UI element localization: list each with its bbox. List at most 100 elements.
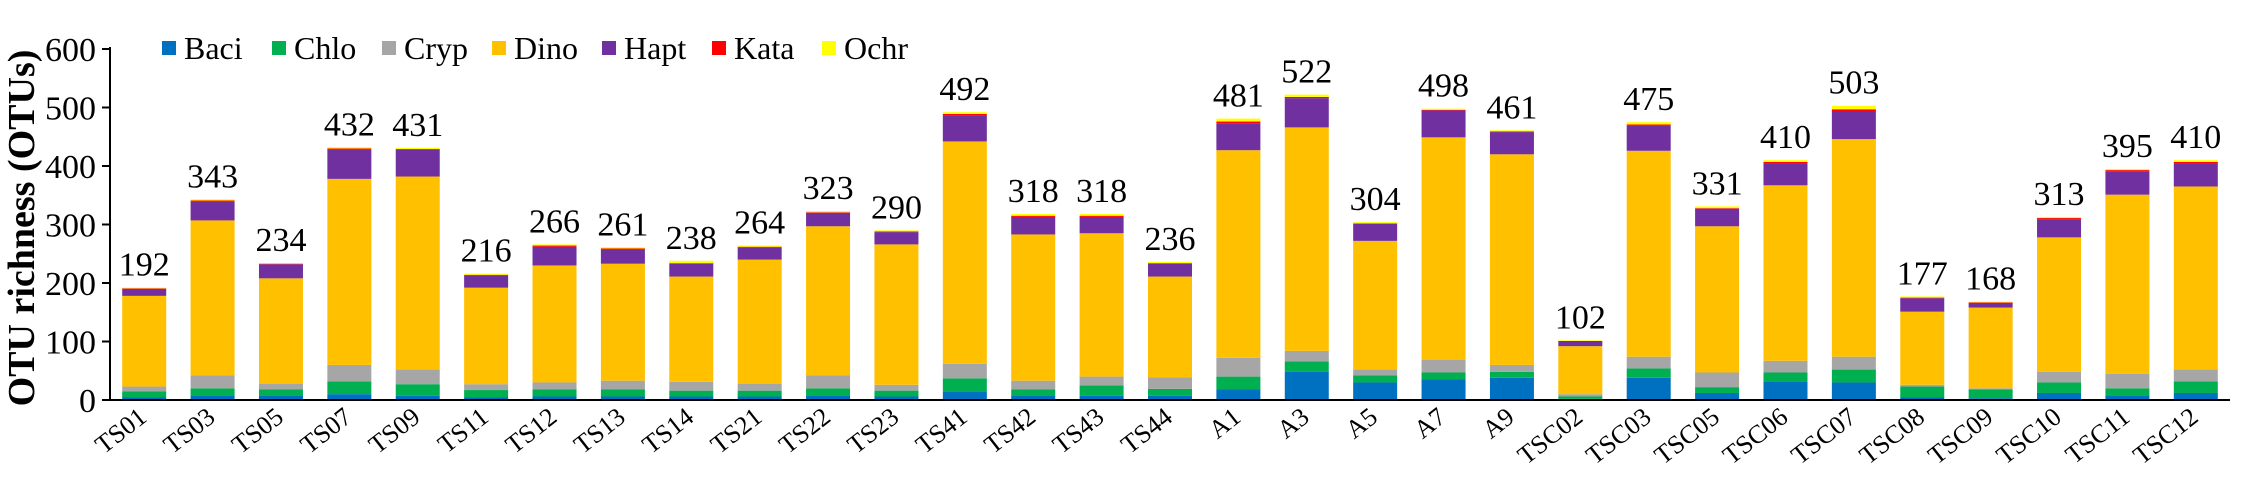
- bar-segment: [1558, 340, 1603, 342]
- y-axis-ticks: 0 100 200 300 400 500 600: [45, 32, 110, 420]
- bar-segment: [532, 396, 577, 400]
- bar-stack: [737, 245, 782, 400]
- x-tick-label: TS44: [1115, 402, 1177, 460]
- x-tick-label: TSC05: [1649, 402, 1725, 470]
- bar-segment: [1968, 388, 2013, 390]
- x-tick-label: TSC11: [2060, 402, 2135, 470]
- bar-segment: [1148, 276, 1192, 378]
- bar-segment: [1011, 395, 1056, 400]
- bar-segment: [737, 246, 782, 248]
- bar-segment: [1353, 223, 1398, 224]
- y-tick-label: 0: [79, 383, 96, 420]
- bar-segment: [1626, 122, 1671, 125]
- bar-segment: [600, 248, 645, 250]
- total-label: 410: [2170, 119, 2221, 156]
- bar-segment: [1763, 372, 1808, 382]
- total-label: 343: [187, 158, 238, 195]
- bar-segment: [1831, 382, 1876, 400]
- bar-stack: [942, 112, 987, 400]
- bar-segment: [1011, 216, 1056, 235]
- bar-segment: [327, 394, 372, 400]
- legend-swatch: [382, 41, 396, 55]
- bar-segment: [1421, 110, 1466, 138]
- bar-segment: [395, 176, 440, 370]
- legend-swatch: [492, 41, 506, 55]
- x-tick-label: TS09: [363, 402, 425, 460]
- bar-segment: [1695, 387, 1740, 393]
- bar-stack: [1421, 108, 1466, 400]
- legend-swatch: [822, 41, 836, 55]
- bar-segment: [1421, 372, 1466, 380]
- bar-segment: [532, 265, 577, 383]
- bar-segment: [2037, 218, 2082, 220]
- total-label: 522: [1281, 54, 1332, 91]
- bar-stack: [395, 147, 440, 400]
- bar-segment: [1079, 216, 1124, 234]
- bar-stack: [258, 263, 303, 400]
- x-tick-label: TS21: [705, 402, 767, 460]
- bar-stack: [1968, 301, 2013, 400]
- bar-segment: [327, 148, 372, 150]
- bar-segment: [669, 263, 714, 277]
- bar-segment: [1558, 341, 1603, 347]
- x-tick-label: TSC02: [1512, 402, 1588, 470]
- bar-segment: [1900, 384, 1945, 387]
- bar-stack: [669, 260, 714, 400]
- legend-label: Dino: [514, 30, 578, 66]
- bar-segment: [464, 384, 509, 391]
- x-tick-label: TSC07: [1786, 402, 1862, 470]
- bar-segment: [942, 112, 987, 114]
- total-label: 475: [1623, 81, 1674, 118]
- bar-segment: [1489, 371, 1534, 378]
- y-tick-label: 200: [45, 266, 96, 303]
- total-label: 234: [255, 222, 306, 259]
- bar-stack: [1148, 261, 1192, 400]
- x-tick-label: TS13: [568, 402, 630, 460]
- bar-segment: [1558, 394, 1603, 397]
- total-label: 304: [1350, 181, 1401, 218]
- bar-segment: [1695, 226, 1740, 373]
- bar-segment: [327, 178, 372, 365]
- bar-segment: [874, 390, 919, 397]
- total-label: 261: [597, 206, 648, 243]
- bar-segment: [1626, 124, 1671, 126]
- bar-segment: [1011, 213, 1056, 216]
- bar-segment: [669, 390, 714, 397]
- bar-segment: [2037, 216, 2082, 219]
- bar-segment: [1968, 302, 2013, 303]
- bar-segment: [2037, 219, 2082, 238]
- bar-segment: [737, 396, 782, 400]
- bar-segment: [1968, 307, 2013, 389]
- bar-segment: [327, 149, 372, 179]
- total-label: 318: [1076, 173, 1127, 210]
- bar-segment: [2105, 171, 2150, 195]
- bar-segment: [1353, 375, 1398, 383]
- bar-segment: [1079, 395, 1124, 400]
- legend-label: Ochr: [844, 30, 908, 66]
- bar-segment: [1831, 111, 1876, 140]
- bar-segment: [258, 383, 303, 390]
- total-label: 177: [1897, 255, 1948, 292]
- bar-stack: [327, 147, 372, 400]
- bar-segment: [806, 212, 851, 213]
- total-label: 216: [461, 233, 512, 270]
- bar-segment: [258, 389, 303, 396]
- bar-segment: [464, 274, 509, 276]
- bar-stack: [1763, 160, 1808, 400]
- bar-segment: [464, 397, 509, 400]
- bar-stack: [874, 230, 919, 400]
- bar-segment: [327, 364, 372, 382]
- bar-segment: [2037, 382, 2082, 393]
- y-tick-label: 400: [45, 149, 96, 186]
- bar-segment: [1763, 360, 1808, 373]
- bar-stack: [1626, 122, 1671, 400]
- bar-stack: [1216, 118, 1261, 400]
- bar-segment: [1421, 137, 1466, 360]
- bar-segment: [190, 375, 235, 389]
- bar-stack: [464, 273, 509, 400]
- x-tick-label: TS05: [226, 402, 288, 460]
- bar-stack: [1284, 94, 1329, 400]
- bar-segment: [1626, 356, 1671, 369]
- x-tick-label: TS22: [774, 402, 836, 460]
- bar-segment: [1900, 297, 1945, 299]
